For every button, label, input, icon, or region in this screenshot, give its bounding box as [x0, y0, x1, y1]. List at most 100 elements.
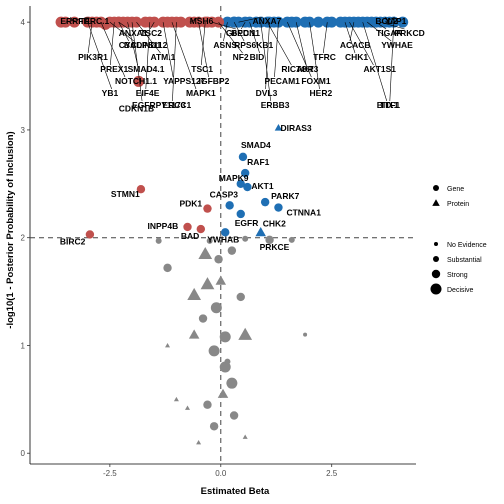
leader-line	[309, 22, 320, 90]
data-point	[303, 332, 308, 337]
point-label: PDK1	[179, 199, 202, 209]
point-label: DIRAS3	[280, 123, 311, 133]
y-axis-title: -log10(1 - Posterior Probability of Incl…	[5, 131, 16, 328]
point-label: AKT3	[296, 64, 318, 74]
data-point	[219, 331, 231, 343]
data-point	[240, 168, 250, 178]
legend-key	[430, 283, 442, 295]
data-point	[203, 400, 212, 409]
point-label: YWHAE	[381, 40, 413, 50]
leader-line	[136, 21, 161, 54]
data-point	[165, 342, 171, 348]
leader-line	[265, 22, 270, 90]
point-label: PREX1	[100, 64, 128, 74]
leader-line	[260, 22, 272, 102]
point-label: YB1	[102, 88, 119, 98]
point-label: BAD	[181, 231, 199, 241]
point-label: ERBB3	[261, 100, 290, 110]
point-label: CDKN1B	[119, 103, 154, 113]
leader-line	[87, 22, 112, 90]
data-point	[198, 246, 213, 260]
leader-line	[118, 21, 129, 30]
leader-line	[70, 16, 75, 23]
point-label: EGFR	[235, 218, 259, 228]
legend-key	[434, 242, 438, 246]
data-point	[238, 327, 253, 340]
data-point	[236, 209, 245, 219]
data-point	[196, 439, 202, 445]
legend-key	[433, 256, 439, 262]
point-label: ATM.1	[150, 52, 175, 62]
point-label: TSC2	[140, 28, 162, 38]
point-label: BECN1	[231, 28, 260, 38]
leader-line	[380, 21, 405, 30]
leader-line	[131, 22, 143, 102]
point-label: EGFRPY1173	[132, 100, 186, 110]
leader-line	[362, 22, 388, 102]
legend-label: Protein	[447, 201, 469, 208]
data-point	[203, 204, 212, 213]
data-point	[274, 203, 283, 212]
point-label: PRKCD	[395, 28, 425, 38]
legend-label: Decisive	[447, 287, 474, 294]
legend-label: Strong	[447, 272, 468, 279]
x-tick-label: 0.0	[215, 469, 227, 478]
data-point	[260, 197, 270, 207]
point-label: MAPK9	[219, 173, 249, 183]
data-point	[173, 396, 179, 402]
point-label: BID	[250, 52, 265, 62]
point-label: TTF1	[380, 100, 401, 110]
data-point	[243, 182, 252, 192]
y-tick-label: 4	[21, 18, 26, 27]
x-tick-label: -2.5	[103, 469, 117, 478]
point-label: ASNS	[213, 40, 237, 50]
data-point	[217, 388, 229, 398]
leader-line	[149, 22, 155, 30]
leader-line	[145, 22, 151, 90]
leader-line	[349, 22, 374, 66]
point-label: IGFBP2	[199, 76, 230, 86]
data-point	[221, 228, 230, 237]
data-point	[133, 75, 145, 87]
data-point	[214, 255, 223, 264]
leader-line	[127, 22, 138, 66]
data-point	[242, 434, 248, 439]
point-label: EIF4E	[136, 88, 160, 98]
point-label: TIGAR	[376, 28, 402, 38]
point-label: SMAD4.1	[128, 64, 165, 74]
point-label: FOXM1	[301, 76, 331, 86]
point-label: ERCC1	[162, 100, 191, 110]
leader-line	[218, 21, 243, 54]
x-tick-label: 2.5	[326, 469, 338, 478]
data-point	[163, 263, 172, 273]
point-label: PECAM1	[264, 76, 300, 86]
data-point	[397, 16, 409, 28]
leader-line	[349, 22, 355, 42]
point-label: NF2	[233, 52, 249, 62]
leader-line	[189, 16, 200, 23]
leader-line	[249, 22, 260, 54]
point-label: INPP4B	[148, 221, 179, 231]
legend-label: Substantial	[447, 257, 482, 264]
data-point	[288, 236, 295, 243]
data-point	[200, 277, 215, 290]
data-point	[274, 124, 283, 131]
data-point	[238, 152, 248, 162]
leader-line	[211, 21, 236, 30]
point-label: MAPK1	[186, 88, 216, 98]
y-tick-label: 3	[21, 126, 26, 135]
leader-line	[172, 22, 177, 102]
data-point	[236, 292, 245, 302]
point-label: ERRFI1	[60, 16, 90, 26]
leader-line	[375, 21, 387, 30]
point-label: PIK3R1	[78, 52, 108, 62]
leader-line	[384, 16, 396, 23]
data-point	[188, 329, 200, 339]
leader-line	[87, 22, 93, 54]
data-point	[209, 422, 219, 431]
legend-key	[431, 269, 441, 279]
point-label: G6PD.1	[226, 28, 257, 38]
point-label: AKT1	[251, 181, 273, 191]
point-label: BID.1	[377, 100, 399, 110]
leader-line	[171, 22, 197, 90]
